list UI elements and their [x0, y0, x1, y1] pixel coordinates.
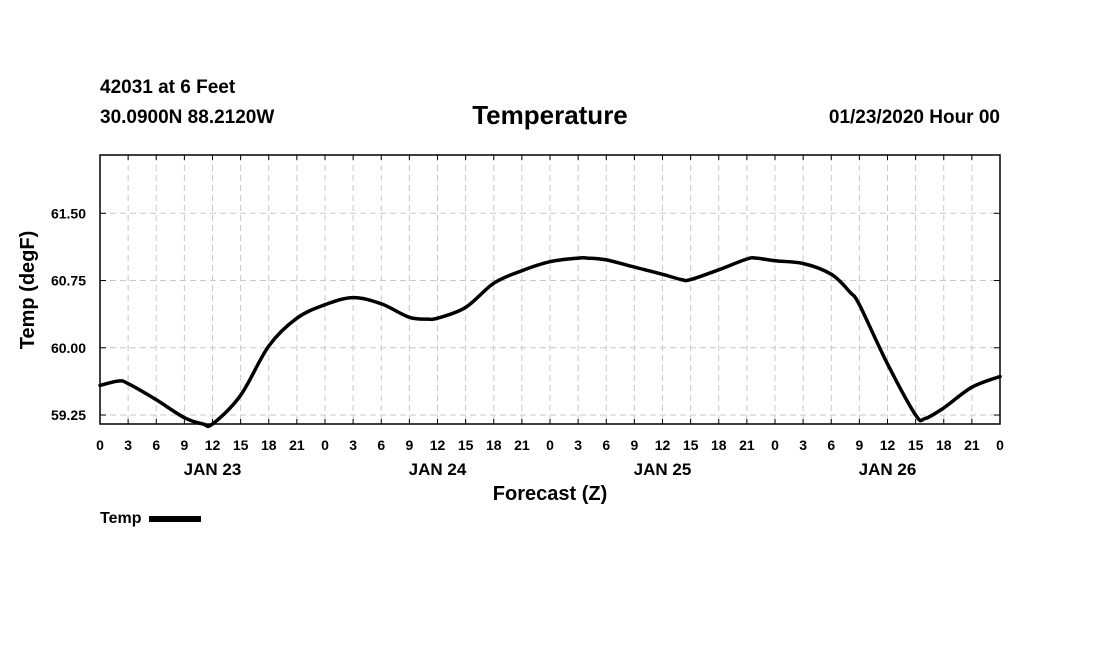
legend-swatch: [149, 516, 202, 522]
x-tick-label: 15: [458, 437, 474, 453]
x-tick-label: 0: [996, 437, 1004, 453]
y-tick-label: 61.50: [51, 205, 86, 221]
x-tick-label: 15: [908, 437, 924, 453]
chart-title: Temperature: [472, 100, 628, 130]
y-tick-label: 60.75: [51, 273, 86, 289]
y-tick-label: 60.00: [51, 340, 86, 356]
x-tick-label: 21: [964, 437, 980, 453]
x-tick-label: 21: [514, 437, 530, 453]
x-tick-label: 0: [96, 437, 104, 453]
x-tick-label: 6: [377, 437, 385, 453]
plot-frame: [99, 154, 1001, 425]
x-tick-label: 0: [771, 437, 779, 453]
x-tick-label: 0: [321, 437, 329, 453]
day-labels: JAN 23 JAN 24 JAN 25 JAN 26: [184, 460, 917, 479]
day-label: JAN 24: [409, 460, 467, 479]
x-tick-label: 3: [124, 437, 132, 453]
x-tick-label: 12: [205, 437, 221, 453]
x-tick-label: 12: [430, 437, 446, 453]
x-tick-label: 15: [233, 437, 249, 453]
x-tick-label: 12: [655, 437, 671, 453]
x-tick-label: 18: [711, 437, 727, 453]
x-tick-label: 21: [739, 437, 755, 453]
x-axis-label: Forecast (Z): [493, 483, 607, 505]
legend-label: Temp: [100, 510, 142, 527]
x-tick-label: 21: [289, 437, 305, 453]
x-tick-label: 18: [261, 437, 277, 453]
x-tick-label: 3: [349, 437, 357, 453]
x-tick-label: 9: [405, 437, 413, 453]
x-tick-label: 6: [152, 437, 160, 453]
x-tick-label: 3: [799, 437, 807, 453]
x-tick-label: 12: [880, 437, 896, 453]
x-tick-label: 15: [683, 437, 699, 453]
x-tick-label: 18: [936, 437, 952, 453]
grid-lines: [100, 155, 1000, 424]
y-axis-label: Temp (degF): [17, 231, 39, 350]
x-tick-label: 6: [602, 437, 610, 453]
legend: Temp: [100, 510, 202, 528]
station-label: 42031 at 6 Feet: [100, 77, 236, 98]
x-tick-label: 0: [546, 437, 554, 453]
x-tick-label: 18: [486, 437, 502, 453]
x-tick-label: 6: [827, 437, 835, 453]
x-tick-label: 9: [855, 437, 863, 453]
y-tick-label: 59.25: [51, 407, 86, 423]
coordinates-label: 30.0900N 88.2120W: [100, 107, 275, 128]
day-label: JAN 23: [184, 460, 242, 479]
y-tick-labels: 59.25 60.00 60.75 61.50: [51, 205, 86, 423]
day-label: JAN 25: [634, 460, 692, 479]
x-tick-label: 3: [574, 437, 582, 453]
x-tick-label: 9: [630, 437, 638, 453]
day-label: JAN 26: [859, 460, 917, 479]
x-tick-labels: 0 3 6 9 12 15 18 21 0 3 6 9 12 15 18 21 0 3 6 9 12 15 18 21 0 3 6 9…: [96, 437, 1004, 453]
x-tick-label: 9: [180, 437, 188, 453]
series-line-temp: [98, 255, 1002, 429]
forecast-issue-time: 01/23/2020 Hour 00: [828, 107, 1000, 128]
